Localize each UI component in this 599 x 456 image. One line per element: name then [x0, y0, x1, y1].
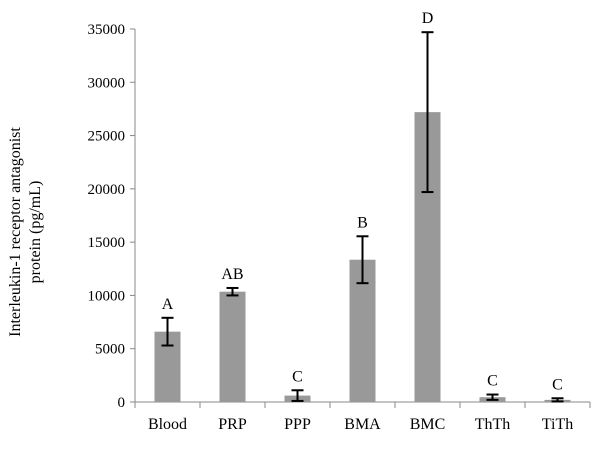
y-axis-label-line-1: Interleukin-1 receptor antagonist — [7, 127, 24, 337]
x-category-label-blood: Blood — [148, 416, 187, 433]
plot-area: 0 5000 10000 15000 20000 25000 30000 35000 A Bloo… — [88, 10, 591, 433]
significance-label-thth: C — [487, 373, 498, 390]
significance-label-bma: B — [357, 214, 368, 231]
y-tick-label: 0 — [118, 395, 126, 411]
x-category-label-tith: TiTh — [542, 416, 573, 433]
y-tick-label: 20000 — [88, 182, 126, 198]
y-axis-label-line-2: protein (pg/mL) — [27, 181, 44, 284]
y-tick-label: 5000 — [95, 342, 125, 358]
y-tick-label: 15000 — [88, 235, 126, 251]
significance-label-tith: C — [552, 376, 563, 393]
y-tick-label: 10000 — [88, 288, 126, 304]
x-category-label-thth: ThTh — [475, 416, 511, 433]
x-category-label-prp: PRP — [218, 416, 247, 433]
significance-label-prp: AB — [221, 266, 243, 283]
y-axis-label: Interleukin-1 receptor antagonist protei… — [7, 127, 44, 337]
x-category-label-bmc: BMC — [410, 416, 446, 433]
bar-prp — [219, 291, 246, 402]
significance-label-ppp: C — [292, 368, 303, 385]
y-tick-label: 35000 — [88, 22, 126, 38]
significance-label-blood: A — [162, 296, 174, 313]
y-tick-label: 30000 — [88, 75, 126, 91]
y-tick-label: 25000 — [88, 129, 126, 145]
x-category-label-bma: BMA — [344, 416, 381, 433]
x-category-label-ppp: PPP — [284, 416, 311, 433]
significance-label-bmc: D — [422, 10, 434, 27]
